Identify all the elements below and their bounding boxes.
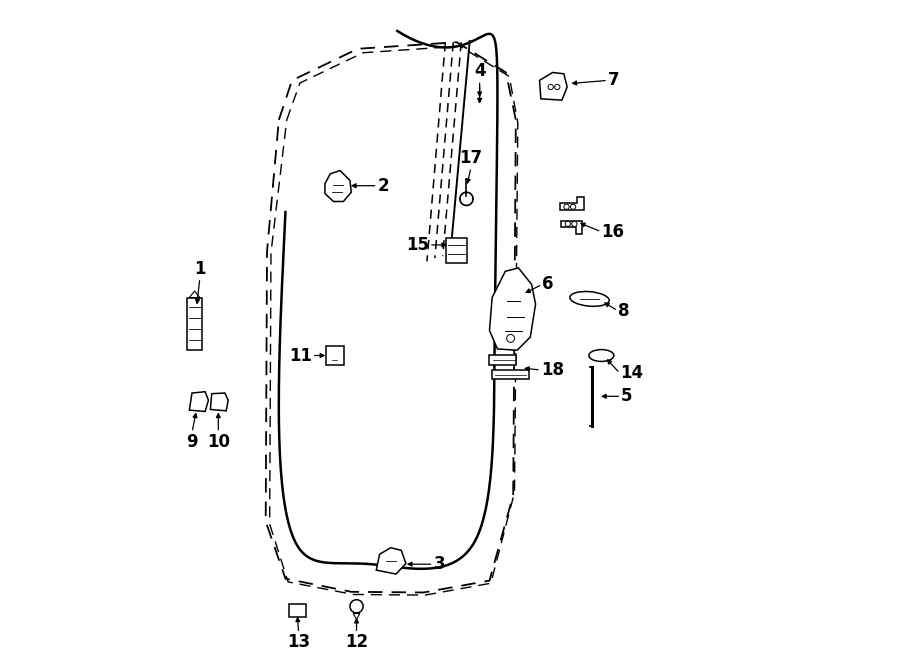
- Polygon shape: [562, 221, 582, 234]
- Polygon shape: [189, 291, 200, 297]
- Text: 8: 8: [617, 302, 629, 320]
- Circle shape: [572, 221, 577, 227]
- Text: 14: 14: [620, 364, 643, 382]
- Polygon shape: [189, 392, 209, 411]
- Ellipse shape: [589, 350, 614, 362]
- Circle shape: [554, 85, 560, 90]
- Circle shape: [507, 334, 515, 342]
- Circle shape: [548, 85, 554, 90]
- Circle shape: [571, 204, 576, 210]
- Polygon shape: [211, 393, 229, 410]
- Bar: [492, 370, 528, 379]
- Bar: [289, 603, 306, 617]
- Polygon shape: [539, 73, 567, 100]
- Text: 13: 13: [287, 633, 310, 651]
- Bar: [187, 297, 202, 350]
- Text: 5: 5: [621, 387, 633, 405]
- Text: 12: 12: [345, 633, 368, 651]
- Text: 7: 7: [608, 71, 619, 89]
- Text: 6: 6: [542, 276, 554, 293]
- Polygon shape: [560, 197, 583, 210]
- Circle shape: [350, 600, 363, 613]
- Text: 11: 11: [289, 346, 311, 364]
- Text: 16: 16: [601, 223, 625, 241]
- Text: 18: 18: [541, 361, 563, 379]
- Polygon shape: [376, 548, 406, 574]
- Ellipse shape: [570, 292, 609, 306]
- Polygon shape: [490, 268, 536, 350]
- Polygon shape: [325, 171, 351, 202]
- Text: 4: 4: [473, 62, 485, 81]
- Circle shape: [565, 221, 571, 227]
- Bar: [326, 346, 344, 366]
- Text: 9: 9: [186, 432, 198, 451]
- Text: 15: 15: [406, 236, 429, 254]
- Bar: [446, 238, 467, 262]
- Polygon shape: [353, 613, 360, 619]
- Bar: [490, 355, 516, 366]
- Text: 3: 3: [434, 555, 446, 573]
- Text: 2: 2: [378, 176, 389, 195]
- Text: 1: 1: [194, 260, 205, 278]
- Text: 10: 10: [207, 432, 230, 451]
- Text: 17: 17: [460, 149, 482, 167]
- Circle shape: [564, 204, 569, 210]
